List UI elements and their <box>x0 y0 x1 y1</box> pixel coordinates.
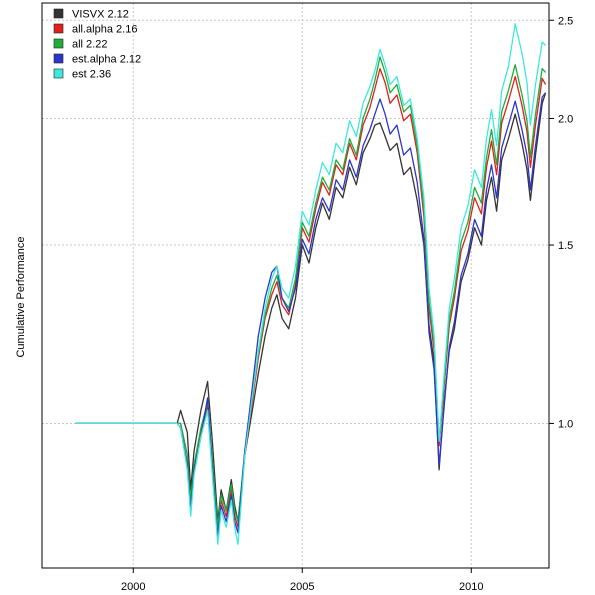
legend: VISVX 2.12 all.alpha 2.16 all 2.22 est.alph… <box>53 8 141 81</box>
legend-swatch <box>53 68 64 79</box>
y-tick-label: 1.5 <box>558 240 573 252</box>
plot-frame <box>41 2 550 569</box>
y-tick-label: 2.5 <box>558 15 573 27</box>
legend-label: est.alpha 2.12 <box>72 54 141 66</box>
series-line-2 <box>75 67 547 534</box>
y-axis-label: Cumulative Performance <box>15 236 27 357</box>
x-tick-label: 2010 <box>459 581 483 593</box>
x-tick-label: 2005 <box>290 581 314 593</box>
series-lines <box>75 23 547 545</box>
legend-swatch <box>53 23 64 34</box>
series-line-5 <box>75 23 547 545</box>
axes: 2000 2005 2010 1.0 1.5 2.0 2.5 <box>121 15 573 593</box>
y-tick-label: 1.0 <box>558 418 573 430</box>
legend-label: VISVX 2.12 <box>72 9 129 21</box>
legend-label: all 2.22 <box>72 39 107 51</box>
legend-swatch <box>53 38 64 49</box>
legend-swatch <box>53 8 64 19</box>
legend-label: all.alpha 2.16 <box>72 24 137 36</box>
series-line-4 <box>75 92 547 540</box>
series-line-3 <box>75 56 547 528</box>
legend-label: est 2.36 <box>72 69 111 81</box>
legend-swatch <box>53 53 64 64</box>
y-tick-label: 2.0 <box>558 113 573 125</box>
x-tick-label: 2000 <box>121 581 145 593</box>
